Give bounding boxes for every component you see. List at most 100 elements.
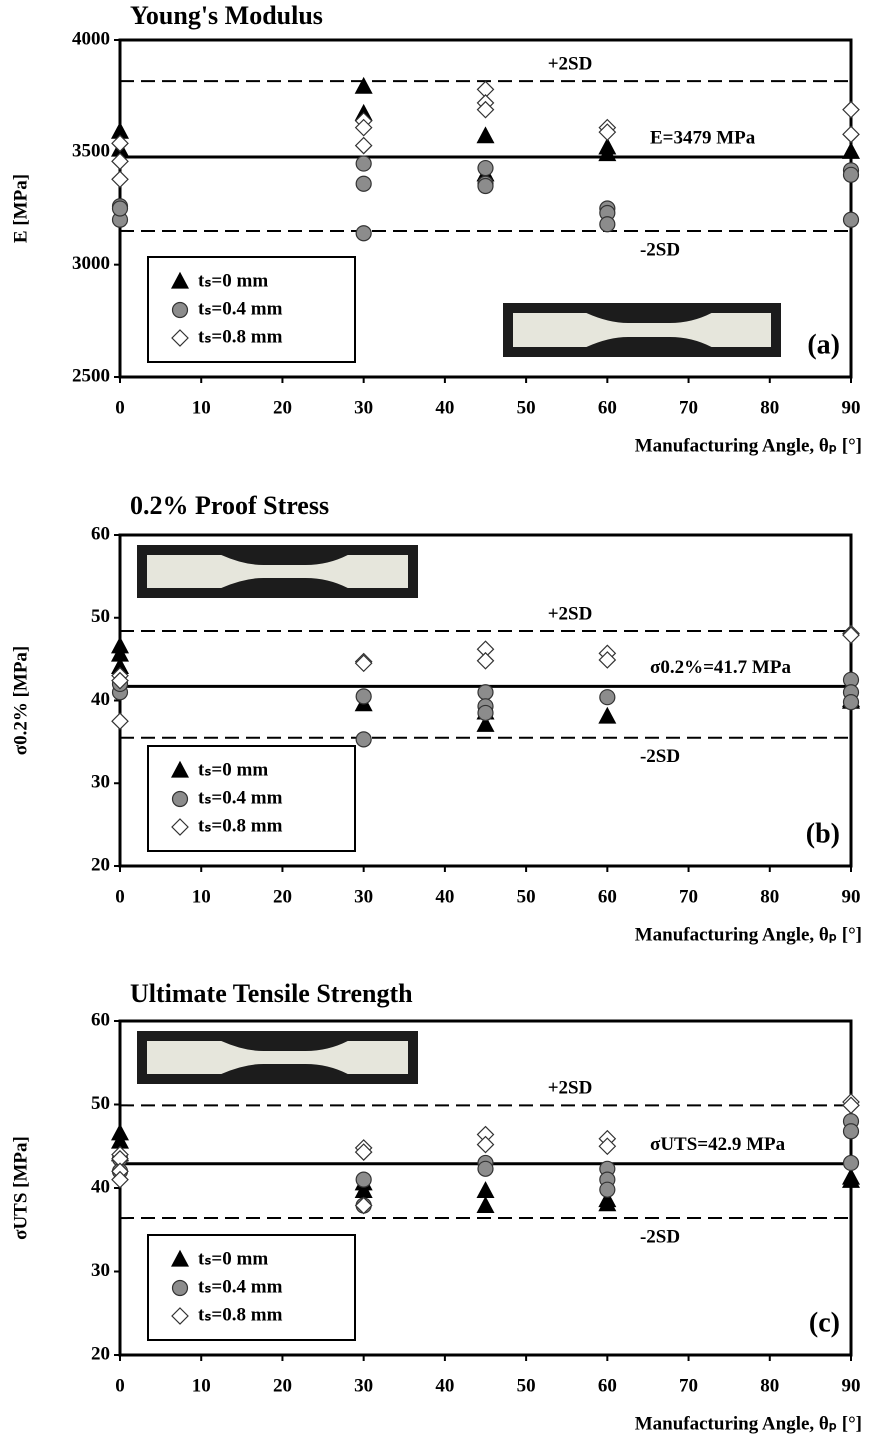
x-tick-label: 40	[435, 1375, 454, 1396]
diamond-marker	[598, 123, 617, 141]
circle-marker	[842, 1123, 860, 1140]
y-tick-label: 60	[91, 523, 110, 544]
diamond-marker	[111, 1170, 129, 1189]
circle-marker	[171, 790, 189, 808]
x-tick-label: 50	[517, 397, 536, 418]
diamond-marker	[476, 651, 495, 670]
circle-marker	[355, 688, 372, 705]
x-tick-label: 70	[679, 1375, 698, 1396]
x-axis-label: Manufacturing Angle, θₚ [°]	[635, 924, 862, 945]
circle-marker	[111, 200, 129, 217]
reference-label: -2SD	[640, 746, 680, 767]
diamond-marker	[842, 1096, 860, 1115]
x-tick-label: 80	[760, 397, 779, 418]
legend-label: tₛ=0.4 mm	[198, 787, 283, 808]
reference-label: -2SD	[640, 1226, 680, 1247]
triangle-marker	[598, 144, 617, 162]
y-tick-label: 20	[91, 854, 110, 875]
x-axis-label: Manufacturing Angle, θₚ [°]	[635, 1413, 862, 1434]
x-tick-label: 20	[273, 1375, 292, 1396]
panel-label: (a)	[807, 329, 840, 360]
y-tick-label: 40	[91, 1176, 110, 1197]
triangle-marker	[476, 715, 495, 732]
diamond-marker	[354, 1143, 373, 1161]
x-tick-label: 30	[354, 397, 373, 418]
y-tick-label: 3500	[72, 141, 110, 162]
reference-label: σUTS=42.9 MPa	[650, 1134, 786, 1155]
circle-marker	[842, 211, 860, 228]
y-tick-label: 30	[91, 772, 110, 793]
x-tick-label: 10	[192, 1375, 211, 1396]
legend-label: tₛ=0.8 mm	[198, 815, 283, 836]
diamond-marker	[354, 1196, 373, 1215]
circle-marker	[599, 689, 616, 706]
x-tick-label: 50	[517, 886, 536, 907]
panel: Ultimate Tensile Strength σUTS=42.9 MPa +2…	[10, 979, 862, 1434]
x-tick-label: 30	[354, 886, 373, 907]
x-tick-label: 30	[354, 1375, 373, 1396]
y-tick-label: 4000	[72, 28, 110, 49]
y-tick-label: 60	[91, 1009, 110, 1030]
x-tick-label: 40	[435, 397, 454, 418]
legend-label: tₛ=0 mm	[198, 1248, 268, 1269]
triangle-marker	[842, 1171, 860, 1188]
specimen	[513, 313, 771, 347]
y-axis-label: σ0.2% [MPa]	[10, 646, 31, 756]
circle-marker	[842, 694, 860, 711]
diamond-marker	[598, 651, 617, 669]
x-tick-label: 0	[115, 397, 125, 418]
diamond-marker	[354, 654, 373, 673]
y-tick-label: 20	[91, 1343, 110, 1364]
x-tick-label: 60	[598, 1375, 617, 1396]
specimen	[147, 1041, 408, 1074]
reference-label: E=3479 MPa	[650, 127, 756, 148]
circle-marker	[477, 177, 494, 195]
diamond-marker	[598, 1137, 617, 1156]
circle-marker	[599, 1181, 616, 1198]
diamond-marker	[171, 329, 189, 347]
x-tick-label: 10	[192, 397, 211, 418]
x-tick-label: 40	[435, 886, 454, 907]
reference-label: σ0.2%=41.7 MPa	[650, 657, 791, 678]
x-tick-label: 90	[842, 1375, 861, 1396]
triangle-marker	[171, 271, 189, 289]
specimen	[147, 555, 408, 588]
reference-label: +2SD	[548, 603, 593, 624]
diamond-marker	[354, 136, 373, 155]
legend-label: tₛ=0 mm	[198, 270, 268, 291]
legend-label: tₛ=0.4 mm	[198, 1276, 283, 1297]
x-tick-label: 90	[842, 886, 861, 907]
x-tick-label: 70	[679, 886, 698, 907]
triangle-marker	[476, 1181, 495, 1198]
diamond-marker	[354, 118, 373, 137]
reference-label: +2SD	[548, 53, 593, 74]
triangle-marker	[476, 126, 495, 144]
diamond-marker	[476, 100, 495, 119]
circle-marker	[477, 1160, 494, 1177]
reference-label: +2SD	[548, 1078, 593, 1099]
y-axis-label: E [MPa]	[10, 174, 31, 243]
circle-marker	[477, 684, 494, 701]
diamond-marker	[842, 626, 860, 644]
circle-marker	[842, 1154, 860, 1172]
x-tick-label: 70	[679, 397, 698, 418]
circle-marker	[477, 704, 494, 722]
y-tick-label: 50	[91, 606, 110, 627]
diamond-marker	[476, 1135, 495, 1154]
x-axis-label: Manufacturing Angle, θₚ [°]	[635, 435, 862, 456]
diamond-marker	[842, 125, 860, 144]
x-tick-label: 50	[517, 1375, 536, 1396]
circle-marker	[842, 166, 860, 183]
circle-marker	[355, 155, 372, 172]
circle-marker	[355, 731, 372, 748]
x-tick-label: 60	[598, 886, 617, 907]
chart-title: 0.2% Proof Stress	[130, 491, 329, 520]
triangle-marker	[171, 760, 189, 778]
circle-marker	[355, 175, 372, 192]
x-tick-label: 20	[273, 886, 292, 907]
legend-label: tₛ=0.8 mm	[198, 326, 283, 347]
x-tick-label: 60	[598, 397, 617, 418]
diamond-marker	[111, 671, 129, 690]
y-tick-label: 50	[91, 1093, 110, 1114]
